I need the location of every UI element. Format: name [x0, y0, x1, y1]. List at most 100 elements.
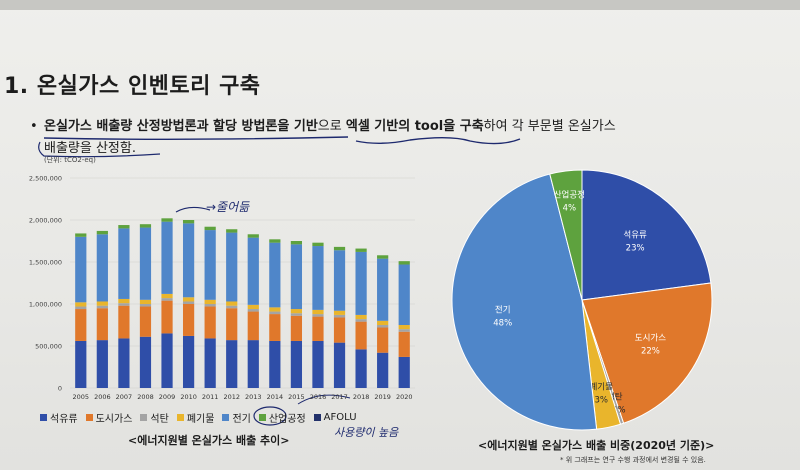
bar-segment	[96, 234, 108, 302]
bar-segment	[75, 236, 87, 303]
legend-swatch	[222, 413, 230, 421]
x-tick-label: 2011	[202, 393, 219, 401]
legend-label: 산업공정	[268, 413, 306, 425]
bar-segment	[377, 325, 389, 328]
bar-segment	[139, 299, 152, 304]
bar-segment	[290, 241, 303, 245]
bar-segment	[118, 303, 130, 306]
bar-segment	[355, 321, 367, 350]
x-tick-label: 2006	[94, 393, 111, 401]
bar-segment	[290, 244, 303, 310]
bar-segment	[118, 228, 130, 299]
bar-segment	[182, 304, 195, 336]
bar-segment	[161, 221, 173, 294]
bar-segment	[377, 258, 389, 321]
bar-segment	[247, 309, 259, 312]
bar-segment	[96, 301, 108, 306]
bar-segment	[161, 300, 173, 334]
bar-chart: 0 500,000 1,000,000 1,500,000 2,000,000 2,500…	[29, 175, 415, 401]
bar-segment	[247, 311, 259, 341]
bar-segment	[269, 311, 281, 315]
pie-label: 산업공정	[554, 189, 585, 200]
pie-chart-title: <에너지원별 온실가스 배출 비중(2020년 기준)>	[478, 439, 715, 452]
pie-label: 도시가스	[635, 334, 666, 344]
legend-label: 전기	[232, 413, 251, 425]
legend-label: 도시가스	[95, 413, 133, 425]
bar-segment	[182, 223, 195, 298]
bullet-part3: 엑셀 기반의 tool을 구축	[345, 119, 484, 134]
bar-segment	[333, 250, 346, 311]
bar-segment	[204, 306, 216, 339]
bar-chart-title: <에너지원별 온실가스 배출 추이>	[128, 434, 290, 447]
legend-label: 석탄	[150, 413, 169, 425]
bar-segment	[96, 230, 108, 235]
bar-segment	[139, 336, 152, 388]
bar-segment	[333, 246, 346, 251]
x-tick-label: 2020	[396, 393, 413, 401]
bar-segment	[75, 340, 87, 388]
y-tick-label: 500,000	[35, 343, 62, 351]
bar-segment	[204, 338, 216, 388]
legend-swatch	[140, 413, 148, 421]
bullet-dot: •	[30, 119, 38, 134]
bar-segment	[247, 234, 259, 238]
bar-segment	[377, 327, 389, 353]
bar-segment	[333, 317, 346, 343]
legend-item: 산업공정	[258, 410, 306, 425]
bar-segment	[333, 342, 346, 388]
bar-segment	[398, 329, 410, 332]
top-edge	[0, 0, 800, 10]
bar-segment	[139, 304, 152, 307]
chart-legend: 석유류 도시가스 석탄 폐기물 전기 산업공정 AFOLU	[40, 410, 365, 425]
bar-segment	[75, 233, 87, 237]
legend-swatch	[258, 413, 266, 421]
bar-segment	[269, 239, 281, 243]
bar-segment	[312, 340, 324, 388]
bar-segment	[204, 304, 216, 307]
legend-label: 폐기물	[186, 413, 215, 425]
bar-segment	[139, 224, 152, 228]
bar-segment	[355, 251, 367, 315]
bar-segment	[226, 305, 238, 309]
handwritten-annotation-decrease: →줄어듦	[206, 200, 250, 214]
bar-segment	[355, 319, 367, 322]
bar-segment	[247, 340, 259, 388]
x-tick-label: 2017	[331, 393, 348, 401]
legend-item: 전기	[222, 410, 251, 425]
bar-segment	[96, 305, 108, 309]
bar-segment	[118, 338, 130, 388]
x-tick-label: 2009	[159, 393, 176, 401]
bar-segment	[398, 356, 410, 388]
bar-segment	[161, 218, 173, 222]
bar-segment	[290, 309, 303, 314]
pie-slice	[549, 169, 583, 301]
y-tick-label: 2,500,000	[29, 175, 62, 183]
bar-segment	[355, 349, 367, 388]
legend-label: 석유류	[50, 413, 78, 425]
bullet-part2: 으로	[317, 119, 346, 134]
bar-segment	[139, 306, 152, 337]
page-title: 1. 온실가스 인벤토리 구축	[4, 74, 261, 99]
pie-label: 석탄	[607, 391, 623, 402]
bar-segment	[377, 255, 389, 259]
x-tick-label: 2018	[353, 393, 370, 401]
legend-label: AFOLU	[323, 411, 357, 423]
bar-segment	[398, 325, 410, 330]
bar-segment	[226, 229, 238, 233]
bar-segment	[247, 304, 259, 310]
bar-segment	[269, 340, 281, 388]
pie-slice	[581, 169, 712, 301]
pie-slice	[581, 282, 713, 424]
bar-segment	[290, 313, 303, 316]
bar-segment	[226, 232, 238, 302]
handwritten-annotation-electricity: 사용량이 높음	[334, 426, 399, 439]
x-tick-label: 2007	[116, 393, 133, 401]
y-tick-label: 1,000,000	[29, 301, 62, 309]
bar-segment	[118, 225, 130, 229]
legend-swatch	[176, 413, 184, 421]
legend-item: 석탄	[140, 410, 169, 425]
bar-segment	[75, 309, 87, 341]
bar-segment	[182, 220, 195, 224]
bar-segment	[333, 310, 346, 315]
